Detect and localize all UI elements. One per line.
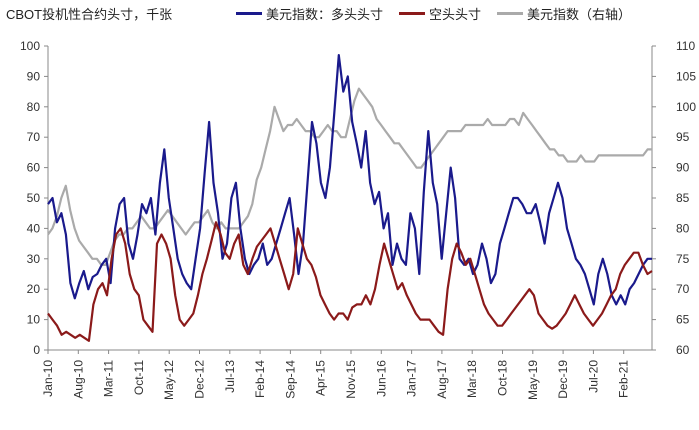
x-tick-label: Oct-18 bbox=[496, 360, 510, 396]
legend-swatch-long bbox=[236, 12, 262, 15]
chart-title: CBOT投机性合约头寸，千张 bbox=[6, 7, 173, 22]
y-left-tick-label: 100 bbox=[20, 39, 40, 53]
y-right-tick-label: 75 bbox=[676, 252, 690, 266]
y-left-tick-label: 90 bbox=[27, 69, 41, 83]
y-right-tick-label: 65 bbox=[676, 313, 690, 327]
x-tick-label: Apr-15 bbox=[314, 360, 328, 396]
x-tick-label: Dec-12 bbox=[193, 360, 207, 399]
x-tick-label: May-12 bbox=[162, 360, 176, 400]
x-tick-label: Dec-19 bbox=[556, 360, 570, 399]
y-left-tick-label: 40 bbox=[27, 221, 41, 235]
y-left-tick-label: 20 bbox=[27, 282, 41, 296]
legend-item-long: 美元指数：多头头寸 bbox=[236, 4, 383, 23]
legend: 美元指数：多头头寸 空头头寸 美元指数（右轴） bbox=[236, 4, 631, 23]
x-tick-label: Sep-14 bbox=[283, 360, 297, 399]
x-tick-label: Oct-11 bbox=[132, 360, 146, 395]
y-left-tick-label: 30 bbox=[27, 252, 41, 266]
legend-label-long: 美元指数：多头头寸 bbox=[266, 7, 384, 22]
y-right-tick-label: 60 bbox=[676, 343, 690, 357]
series-line-0 bbox=[47, 54, 652, 306]
y-left-tick-label: 50 bbox=[27, 191, 41, 205]
y-left-tick-label: 10 bbox=[27, 313, 41, 327]
y-right-tick-label: 70 bbox=[676, 282, 690, 296]
x-tick-label: Feb-21 bbox=[617, 360, 631, 398]
axes: 0 10 20 30 40 50 60 70 80 90 100 60 65 70 75 80 85 90 95 10… bbox=[20, 39, 696, 400]
x-tick-label: May-19 bbox=[526, 360, 540, 400]
x-tick-label: Aug-17 bbox=[435, 360, 449, 399]
series-line-1 bbox=[47, 221, 653, 342]
y-left-tick-label: 0 bbox=[33, 343, 40, 357]
x-tick-label: Jul-20 bbox=[586, 360, 600, 393]
x-tick-label: Jan-10 bbox=[41, 360, 55, 397]
y-right-tick-label: 80 bbox=[676, 221, 690, 235]
y-right-tick-label: 105 bbox=[676, 69, 696, 83]
y-right-tick-label: 95 bbox=[676, 130, 690, 144]
legend-label-dxy: 美元指数（右轴） bbox=[527, 7, 632, 22]
x-tick-label: Jun-16 bbox=[374, 360, 388, 397]
x-tick-label: Mar-11 bbox=[102, 360, 116, 397]
legend-label-short: 空头头寸 bbox=[429, 7, 482, 22]
x-tick-label: Mar-18 bbox=[465, 360, 479, 398]
x-tick-label: Jan-17 bbox=[405, 360, 419, 397]
legend-item-dxy: 美元指数（右轴） bbox=[497, 4, 631, 23]
x-tick-label: Jul-13 bbox=[223, 360, 237, 393]
y-left-tick-label: 70 bbox=[27, 130, 41, 144]
y-left-tick-label: 60 bbox=[27, 161, 41, 175]
y-right-tick-label: 110 bbox=[676, 39, 695, 53]
y-right-tick-label: 100 bbox=[676, 100, 696, 114]
y-left-tick-label: 80 bbox=[27, 100, 41, 114]
series-lines bbox=[47, 54, 653, 342]
legend-swatch-dxy bbox=[497, 12, 524, 15]
legend-swatch-short bbox=[399, 12, 426, 15]
x-tick-label: Nov-15 bbox=[344, 360, 358, 399]
y-right-tick-label: 90 bbox=[676, 161, 690, 175]
series-line-2 bbox=[47, 87, 652, 266]
x-tick-label: Feb-14 bbox=[253, 360, 267, 398]
legend-item-short: 空头头寸 bbox=[399, 4, 481, 23]
x-tick-label: Aug-10 bbox=[71, 360, 85, 399]
y-right-tick-label: 85 bbox=[676, 191, 690, 205]
